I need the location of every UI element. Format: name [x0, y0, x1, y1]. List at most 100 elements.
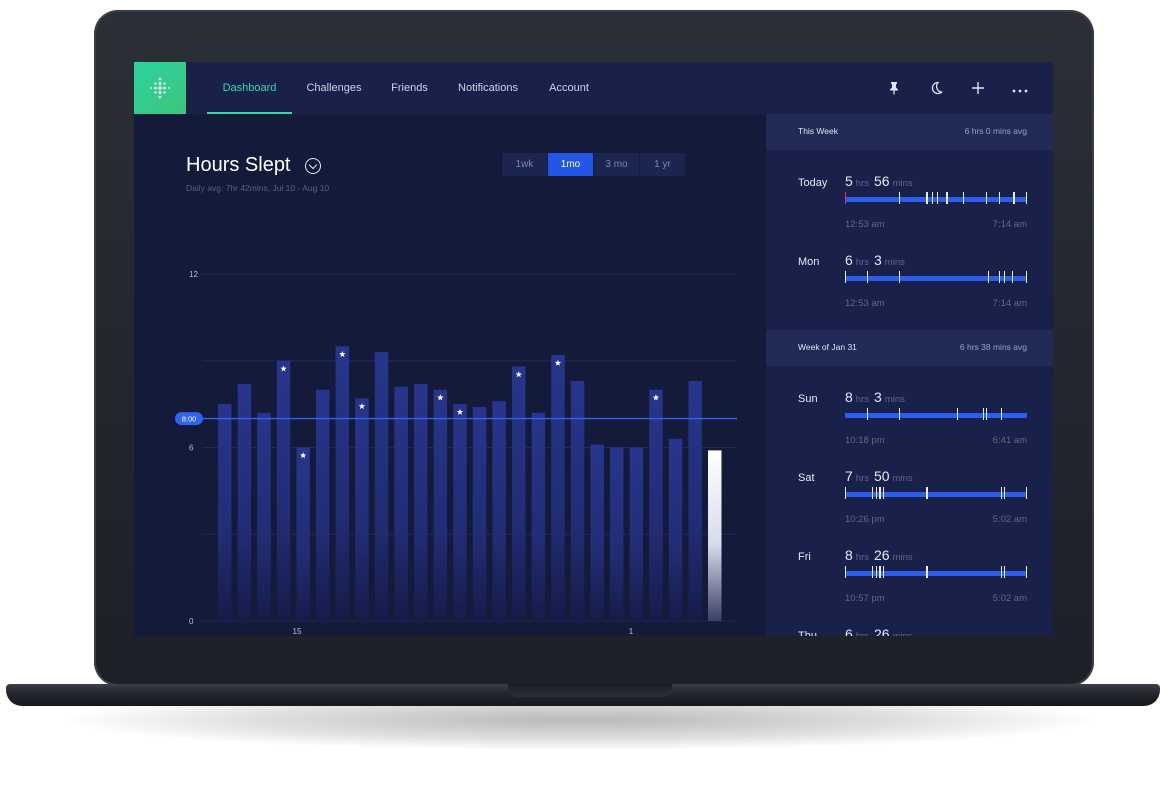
sleep-chart: 12 6 0 8:00 15 1	[175, 270, 737, 636]
wake-marker	[1000, 566, 1002, 578]
star-icon	[339, 350, 346, 358]
duration-hours: 5	[845, 173, 853, 189]
duration-hours: 8	[845, 389, 853, 405]
plus-icon[interactable]	[968, 78, 988, 98]
bar	[492, 401, 506, 621]
x-tick-label: 1	[629, 627, 634, 636]
wake-marker	[1004, 566, 1006, 578]
wake-marker	[845, 566, 847, 578]
wake-marker	[937, 192, 939, 204]
page-subtitle: Daily avg: 7hr 42mins, Jul 10 - Aug 10	[186, 183, 330, 193]
star-icon	[456, 408, 464, 415]
sleep-end-time: 6:41 am	[992, 435, 1027, 446]
day-row[interactable]: Fri 8 hrs 26 mins 10:57 pm 5:02 am	[766, 547, 1053, 617]
wake-marker	[875, 566, 877, 578]
nav-dashboard[interactable]: Dashboard	[207, 62, 292, 114]
bar	[649, 389, 663, 621]
wake-marker	[899, 408, 901, 420]
duration-minutes: 3	[874, 252, 882, 268]
more-icon[interactable]	[1010, 78, 1030, 98]
sleep-start-time: 12:53 am	[845, 219, 885, 230]
day-row[interactable]: Today 5 hrs 56 mins 12:53 am 7:14 am	[766, 173, 1053, 243]
range-3mo[interactable]: 3 mo	[594, 153, 639, 176]
wake-marker	[962, 192, 964, 204]
chevron-down-icon[interactable]	[305, 158, 321, 174]
star-icon	[299, 452, 307, 459]
x-tick-label: 15	[293, 627, 302, 636]
minutes-unit: mins	[892, 552, 913, 563]
sleep-end-time: 7:14 am	[992, 298, 1027, 309]
wake-marker	[1000, 408, 1002, 420]
bar-highlighted	[708, 450, 722, 621]
sleep-end-time: 5:02 am	[992, 514, 1027, 525]
hours-unit: hrs	[855, 178, 869, 189]
y-tick-label: 12	[189, 270, 198, 279]
wake-marker	[1013, 192, 1015, 204]
sleep-duration: 5 hrs 56 mins	[845, 173, 918, 191]
wake-marker	[879, 566, 881, 578]
nav-challenges[interactable]: Challenges	[306, 82, 362, 94]
bar	[570, 380, 585, 621]
top-nav: Dashboard Challenges Friends Notificatio…	[134, 62, 1053, 114]
wake-marker	[1004, 487, 1006, 499]
wake-marker	[926, 192, 928, 204]
star-icon	[280, 365, 287, 372]
bar	[688, 380, 702, 621]
wake-marker	[1026, 487, 1028, 499]
range-1wk[interactable]: 1wk	[502, 153, 547, 176]
range-1mo[interactable]: 1mo	[548, 153, 593, 176]
day-row[interactable]: Mon 6 hrs 3 mins 12:53 am 7:14 am	[766, 252, 1053, 322]
hours-unit: hrs	[855, 257, 869, 268]
wake-marker	[872, 566, 874, 578]
sleep-duration: 7 hrs 50 mins	[845, 468, 918, 486]
sleep-duration: 8 hrs 3 mins	[845, 389, 910, 407]
moon-icon[interactable]	[926, 78, 946, 98]
star-icon	[358, 402, 366, 410]
duration-hours: 7	[845, 468, 853, 484]
nav-account[interactable]: Account	[549, 82, 589, 94]
wake-marker	[845, 487, 847, 499]
bar	[276, 360, 291, 621]
star-icon	[652, 394, 660, 401]
star-icon	[554, 359, 562, 366]
goal-label: 8:00	[182, 414, 197, 423]
duration-minutes: 56	[874, 173, 890, 189]
fitbit-logo-icon[interactable]	[134, 62, 186, 114]
bar	[374, 352, 389, 621]
sleep-duration: 8 hrs 26 mins	[845, 547, 918, 565]
bar	[355, 398, 369, 621]
wake-marker	[866, 271, 868, 283]
range-1yr[interactable]: 1 yr	[640, 153, 685, 176]
wake-marker	[1000, 487, 1002, 499]
sleep-timeline	[845, 408, 1027, 420]
nav-friends[interactable]: Friends	[391, 82, 428, 94]
wake-marker	[875, 487, 877, 499]
pin-icon[interactable]	[884, 78, 904, 98]
hours-unit: hrs	[855, 552, 869, 563]
wake-marker	[998, 271, 1001, 283]
day-name: Mon	[798, 256, 820, 268]
y-tick-label: 0	[189, 617, 194, 626]
nav-notifications[interactable]: Notifications	[458, 82, 518, 94]
wake-marker	[926, 487, 928, 499]
wake-marker	[899, 192, 901, 204]
day-row[interactable]: Sun 8 hrs 3 mins 10:18 pm 6:41 am	[766, 389, 1053, 459]
sleep-start-time: 12:53 am	[845, 298, 885, 309]
wake-marker	[866, 408, 868, 420]
day-row[interactable]: Sat 7 hrs 50 mins 10:26 pm 5:02 am	[766, 468, 1053, 538]
bar	[335, 346, 350, 621]
star-icon	[515, 371, 522, 378]
week-header: This Week 6 hrs 0 mins avg	[766, 114, 1053, 150]
wake-marker	[1026, 192, 1028, 204]
wake-marker	[883, 487, 885, 499]
week-header: Week of Jan 31 6 hrs 38 mins avg	[766, 330, 1053, 366]
wake-marker	[926, 566, 928, 578]
bar	[414, 383, 428, 621]
wake-marker	[986, 192, 988, 204]
sleep-timeline	[845, 271, 1028, 283]
wake-marker	[986, 408, 988, 420]
sleep-timeline	[845, 487, 1028, 499]
goal-badge	[175, 412, 203, 426]
